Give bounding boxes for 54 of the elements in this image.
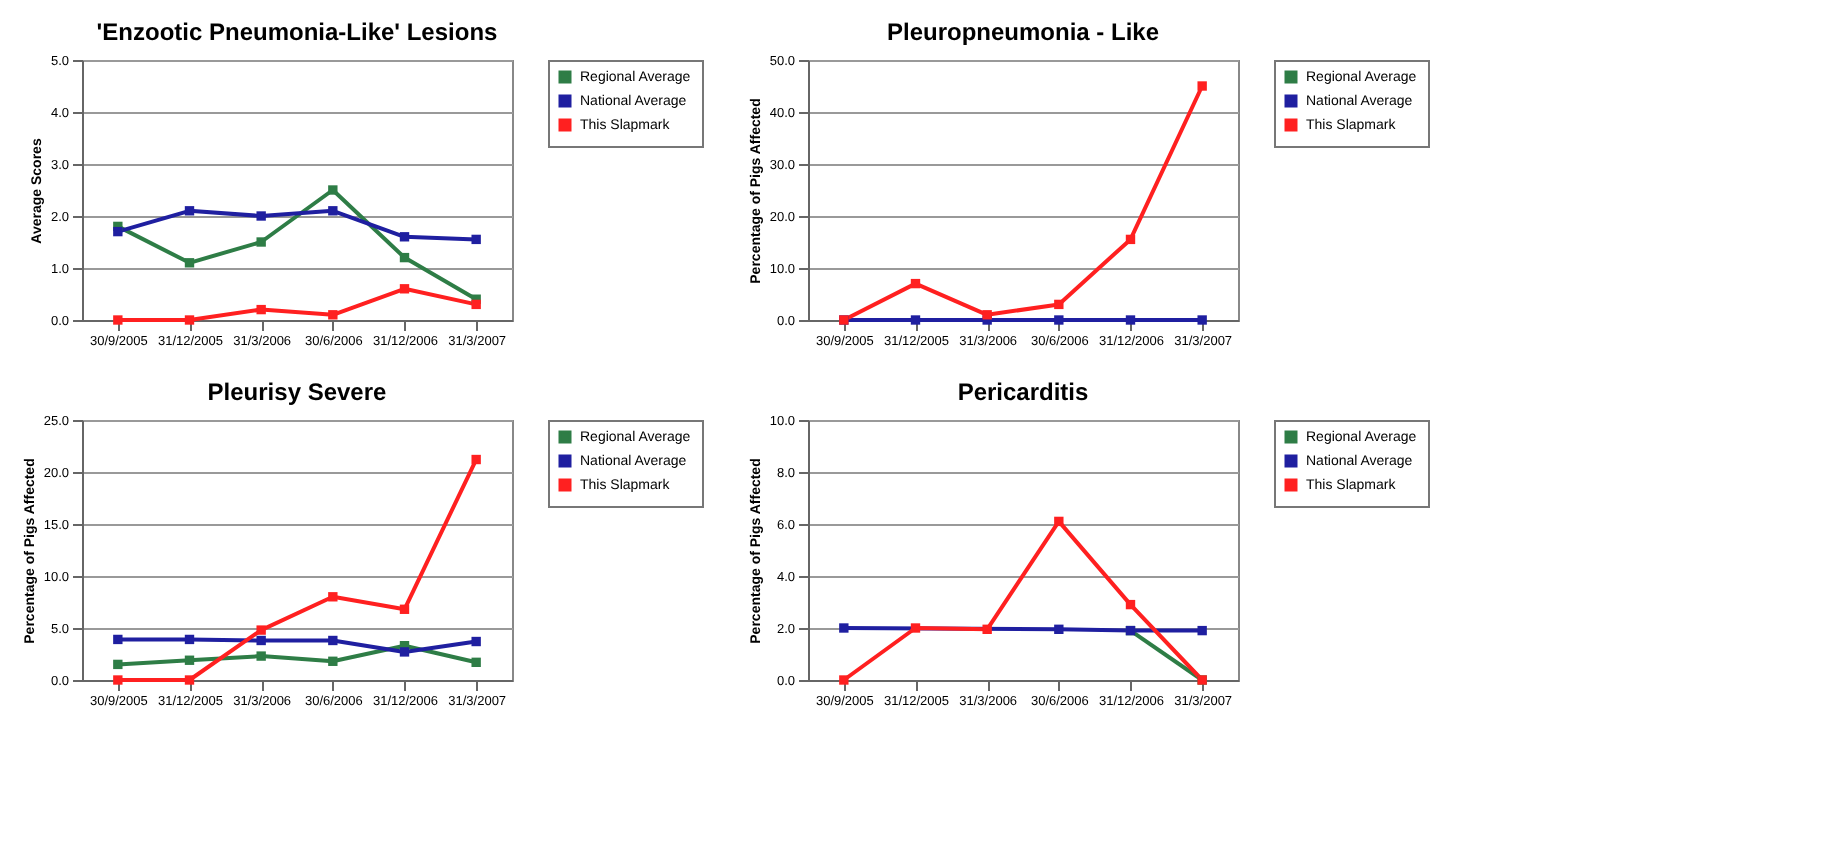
point (328, 310, 338, 320)
point (256, 651, 266, 661)
point (982, 624, 992, 634)
point (184, 206, 195, 216)
point (1125, 599, 1136, 610)
point (982, 310, 992, 320)
point (184, 315, 195, 325)
point (839, 675, 849, 685)
point (1197, 625, 1207, 636)
chart-title: 'Enzootic Pneumonia-Like' Lesions (96, 18, 499, 46)
point (256, 635, 266, 646)
point (328, 592, 338, 602)
point (1125, 315, 1136, 325)
point (184, 258, 195, 268)
point (839, 623, 849, 633)
point (113, 634, 123, 645)
point (184, 634, 195, 645)
point (113, 675, 123, 685)
point (1054, 624, 1064, 634)
point (910, 623, 921, 633)
point (471, 299, 481, 310)
point (1125, 234, 1136, 245)
point (328, 656, 338, 666)
point (1054, 516, 1064, 527)
point (399, 604, 410, 614)
chart-title: Pleuropneumonia - Like (886, 18, 1160, 46)
point (184, 675, 195, 685)
point (471, 636, 481, 647)
point (256, 304, 266, 315)
chart-title: Pleurisy Severe (207, 378, 388, 406)
point (1197, 315, 1207, 325)
point (1197, 81, 1207, 91)
point (399, 647, 410, 657)
point (256, 211, 266, 221)
point (113, 315, 123, 325)
point (399, 284, 410, 294)
point (328, 185, 338, 195)
point (910, 278, 921, 289)
point (399, 232, 410, 242)
point (1054, 299, 1064, 310)
point (471, 234, 481, 245)
point (910, 315, 921, 325)
point (328, 635, 338, 646)
point (328, 206, 338, 216)
point (399, 252, 410, 263)
point (256, 625, 266, 635)
point (113, 659, 123, 670)
point (1054, 315, 1064, 325)
point (471, 657, 481, 668)
point (184, 655, 195, 665)
point (471, 454, 481, 465)
point (256, 237, 266, 247)
chart-title: Pericarditis (957, 378, 1090, 406)
point (113, 226, 123, 237)
